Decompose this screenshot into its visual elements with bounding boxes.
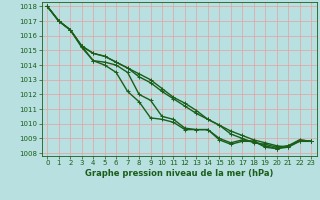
X-axis label: Graphe pression niveau de la mer (hPa): Graphe pression niveau de la mer (hPa)	[85, 169, 273, 178]
